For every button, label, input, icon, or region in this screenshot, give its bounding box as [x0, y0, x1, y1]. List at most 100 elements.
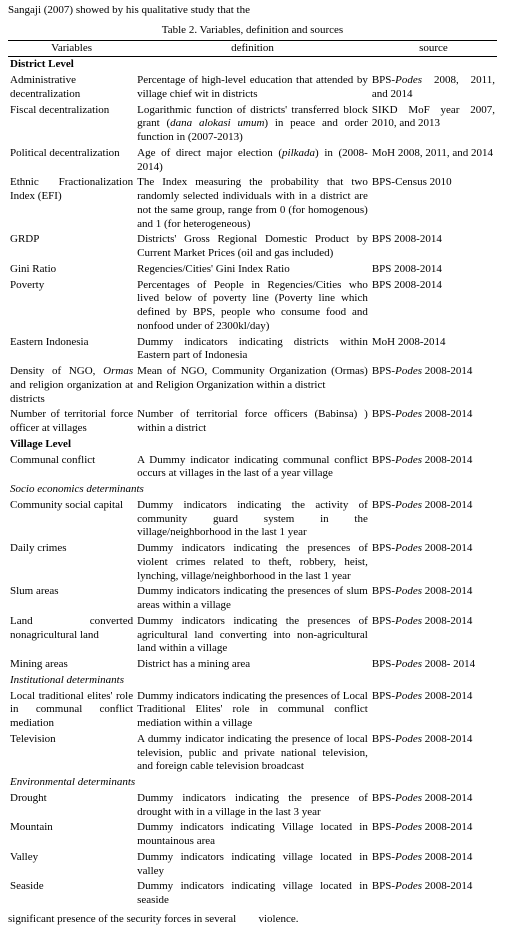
- section-title-row: District Level: [8, 57, 497, 73]
- cell-variable: Community social capital: [8, 498, 135, 541]
- section-title-row: Environmental determinants: [8, 775, 497, 791]
- cell-source: BPS-Podes 2008-2014: [370, 584, 497, 614]
- section-title: District Level: [8, 57, 497, 73]
- cell-variable: Political decentralization: [8, 146, 135, 176]
- bottom-text-fragment: significant presence of the security for…: [8, 913, 497, 927]
- cell-definition: Dummy indicators indicating the presence…: [135, 791, 370, 821]
- variables-table: Variables definition source District Lev…: [8, 40, 497, 909]
- cell-definition: Logarithmic function of districts' trans…: [135, 103, 370, 146]
- cell-source: BPS-Podes 2008-2014: [370, 820, 497, 850]
- cell-variable: Mountain: [8, 820, 135, 850]
- cell-definition: Dummy indicators indicating the activity…: [135, 498, 370, 541]
- section-title-row: Socio economics determinants: [8, 482, 497, 498]
- cell-source: BPS-Podes 2008-2014: [370, 614, 497, 657]
- cell-definition: Dummy indicators indicating the presence…: [135, 689, 370, 732]
- table-row: Eastern IndonesiaDummy indicators indica…: [8, 335, 497, 365]
- cell-source: BPS-Podes 2008-2014: [370, 364, 497, 407]
- bottom-text-right: violence.: [253, 913, 498, 927]
- cell-source: SIKD MoF year 2007, 2010, and 2013: [370, 103, 497, 146]
- table-row: TelevisionA dummy indicator indicating t…: [8, 732, 497, 775]
- table-row: Communal conflictA Dummy indicator indic…: [8, 453, 497, 483]
- table-row: Community social capitalDummy indicators…: [8, 498, 497, 541]
- table-row: Density of NGO, Ormas and religion organ…: [8, 364, 497, 407]
- table-row: Land converted nonagricultural landDummy…: [8, 614, 497, 657]
- cell-variable: Drought: [8, 791, 135, 821]
- table-row: GRDPDistricts' Gross Regional Domestic P…: [8, 232, 497, 262]
- section-title: Environmental determinants: [8, 775, 497, 791]
- col-header-definition: definition: [135, 40, 370, 57]
- cell-source: BPS 2008-2014: [370, 232, 497, 262]
- cell-variable: Poverty: [8, 278, 135, 335]
- cell-definition: A Dummy indicator indicating communal co…: [135, 453, 370, 483]
- section-title-row: Institutional determinants: [8, 673, 497, 689]
- cell-definition: Dummy indicators indicating village loca…: [135, 850, 370, 880]
- cell-definition: Dummy indicators indicating the presence…: [135, 614, 370, 657]
- cell-variable: Gini Ratio: [8, 262, 135, 278]
- cell-definition: Mean of NGO, Community Organization (Orm…: [135, 364, 370, 407]
- cell-definition: A dummy indicator indicating the presenc…: [135, 732, 370, 775]
- cell-definition: Dummy indicators indicating village loca…: [135, 879, 370, 909]
- section-title: Socio economics determinants: [8, 482, 497, 498]
- table-row: Fiscal decentralizationLogarithmic funct…: [8, 103, 497, 146]
- cell-definition: Percentage of high-level education that …: [135, 73, 370, 103]
- section-title: Institutional determinants: [8, 673, 497, 689]
- table-row: DroughtDummy indicators indicating the p…: [8, 791, 497, 821]
- cell-variable: Land converted nonagricultural land: [8, 614, 135, 657]
- table-row: Number of territorial force officer at v…: [8, 407, 497, 437]
- cell-source: MoH 2008, 2011, and 2014: [370, 146, 497, 176]
- cell-definition: Age of direct major election (pilkada) i…: [135, 146, 370, 176]
- cell-source: BPS-Podes 2008-2014: [370, 689, 497, 732]
- table-header-row: Variables definition source: [8, 40, 497, 57]
- cell-variable: Ethnic Fractionalization Index (EFI): [8, 175, 135, 232]
- table-row: Mining areasDistrict has a mining areaBP…: [8, 657, 497, 673]
- cell-source: BPS-Podes 2008-2014: [370, 732, 497, 775]
- table-row: Ethnic Fractionalization Index (EFI)The …: [8, 175, 497, 232]
- cell-source: BPS 2008-2014: [370, 278, 497, 335]
- cell-source: BPS-Census 2010: [370, 175, 497, 232]
- col-header-source: source: [370, 40, 497, 57]
- cell-variable: Valley: [8, 850, 135, 880]
- cell-source: BPS-Podes 2008-2014: [370, 850, 497, 880]
- cell-source: BPS-Podes 2008, 2011, and 2014: [370, 73, 497, 103]
- table-row: Slum areasDummy indicators indicating th…: [8, 584, 497, 614]
- cell-source: BPS-Podes 2008-2014: [370, 498, 497, 541]
- cell-variable: Local traditional elites' role in commun…: [8, 689, 135, 732]
- cell-definition: Districts' Gross Regional Domestic Produ…: [135, 232, 370, 262]
- cell-source: BPS 2008-2014: [370, 262, 497, 278]
- cell-variable: Mining areas: [8, 657, 135, 673]
- table-row: PovertyPercentages of People in Regencie…: [8, 278, 497, 335]
- cell-variable: Fiscal decentralization: [8, 103, 135, 146]
- table-row: Gini RatioRegencies/Cities' Gini Index R…: [8, 262, 497, 278]
- cell-source: BPS-Podes 2008-2014: [370, 407, 497, 437]
- section-title-row: Village Level: [8, 437, 497, 453]
- cell-variable: Communal conflict: [8, 453, 135, 483]
- cell-variable: Eastern Indonesia: [8, 335, 135, 365]
- cell-source: BPS-Podes 2008-2014: [370, 453, 497, 483]
- cell-source: BPS-Podes 2008- 2014: [370, 657, 497, 673]
- table-row: Administrative decentralizationPercentag…: [8, 73, 497, 103]
- col-header-variables: Variables: [8, 40, 135, 57]
- table-row: MountainDummy indicators indicating Vill…: [8, 820, 497, 850]
- table-row: Daily crimesDummy indicators indicating …: [8, 541, 497, 584]
- cell-definition: The Index measuring the probability that…: [135, 175, 370, 232]
- top-text-fragment: Sangaji (2007) showed by his qualitative…: [8, 4, 497, 18]
- cell-variable: GRDP: [8, 232, 135, 262]
- table-body: District LevelAdministrative decentraliz…: [8, 57, 497, 909]
- cell-source: BPS-Podes 2008-2014: [370, 879, 497, 909]
- cell-definition: District has a mining area: [135, 657, 370, 673]
- cell-definition: Number of territorial force officers (Ba…: [135, 407, 370, 437]
- table-row: ValleyDummy indicators indicating villag…: [8, 850, 497, 880]
- cell-definition: Regencies/Cities' Gini Index Ratio: [135, 262, 370, 278]
- bottom-text-left: significant presence of the security for…: [8, 913, 253, 927]
- cell-variable: Daily crimes: [8, 541, 135, 584]
- section-title: Village Level: [8, 437, 497, 453]
- cell-variable: Slum areas: [8, 584, 135, 614]
- cell-source: BPS-Podes 2008-2014: [370, 541, 497, 584]
- cell-definition: Dummy indicators indicating the presence…: [135, 541, 370, 584]
- table-row: Political decentralizationAge of direct …: [8, 146, 497, 176]
- cell-definition: Dummy indicators indicating Village loca…: [135, 820, 370, 850]
- cell-variable: Number of territorial force officer at v…: [8, 407, 135, 437]
- cell-definition: Percentages of People in Regencies/Citie…: [135, 278, 370, 335]
- cell-variable: Television: [8, 732, 135, 775]
- cell-variable: Seaside: [8, 879, 135, 909]
